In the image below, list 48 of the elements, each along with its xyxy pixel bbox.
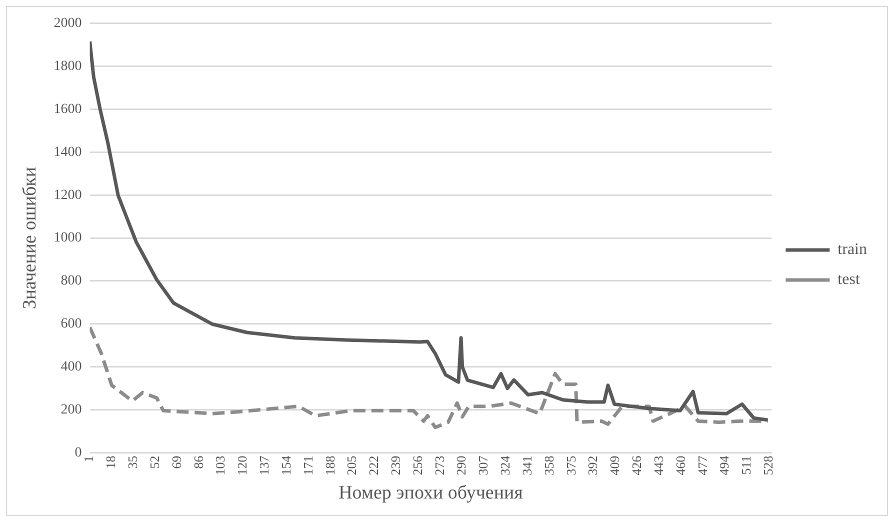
x-tick-label: 154 (278, 455, 294, 476)
y-tick-label: 1600 (54, 102, 82, 117)
x-tick-label: 324 (498, 455, 513, 476)
x-tick-label: 86 (190, 455, 206, 469)
y-tick-label: 0 (74, 445, 82, 460)
x-tick-label: 35 (125, 456, 140, 469)
x-tick-label: 307 (476, 455, 491, 476)
line-series (90, 326, 770, 430)
x-tick-label: 477 (694, 455, 710, 476)
x-axis-title: Номер эпохи обучения (338, 482, 524, 504)
x-tick-label: 409 (607, 456, 622, 476)
x-tick-label: 375 (563, 456, 578, 476)
x-tick-label: 494 (716, 455, 732, 476)
x-tick-label: 528 (760, 456, 776, 476)
x-tick-label: 341 (519, 456, 534, 476)
x-tick-label: 188 (322, 456, 338, 476)
x-tick-label: 511 (738, 456, 754, 475)
y-tick-label: 400 (60, 360, 82, 375)
y-tick-label: 2000 (54, 16, 82, 32)
x-tick-label: 239 (388, 456, 404, 476)
y-tick-label: 1800 (54, 59, 82, 74)
x-tick-label: 137 (256, 455, 272, 476)
y-tick-label: 1400 (54, 144, 82, 160)
x-tick-label: 460 (672, 456, 688, 476)
x-tick-label: 205 (344, 456, 360, 476)
y-tick-label: 200 (60, 402, 82, 418)
x-tick-label: 1 (81, 456, 96, 462)
x-tick-label: 222 (366, 456, 382, 476)
x-tick-label: 426 (629, 455, 644, 476)
y-tick-label: 1000 (54, 230, 82, 246)
legend-label: train (838, 241, 868, 258)
legend-label: test (838, 271, 860, 288)
y-tick-label: 600 (60, 316, 82, 332)
x-tick-label: 273 (432, 456, 447, 476)
x-tick-label: 443 (650, 456, 666, 476)
x-tick-label: 392 (585, 456, 600, 476)
y-tick-label: 1200 (54, 188, 82, 203)
x-tick-label: 18 (103, 456, 118, 469)
x-tick-label: 69 (168, 456, 184, 469)
x-tick-label: 290 (454, 456, 469, 476)
x-tick-label: 358 (541, 456, 556, 476)
x-tick-label: 120 (234, 456, 250, 476)
x-tick-label: 256 (410, 455, 425, 476)
x-tick-label: 52 (146, 456, 162, 469)
y-axis-title: Значение ошибки (19, 166, 40, 310)
x-tick-label: 171 (300, 456, 316, 476)
y-tick-label: 800 (60, 274, 82, 289)
x-tick-label: 103 (212, 456, 228, 476)
